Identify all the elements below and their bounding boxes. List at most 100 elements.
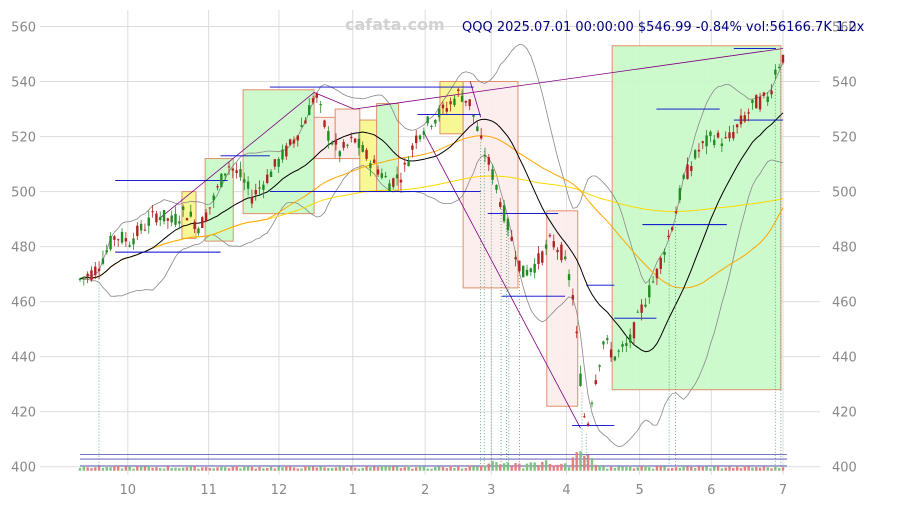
volume-bar [189, 466, 192, 471]
candle-body [655, 268, 659, 279]
candle-body [415, 135, 418, 144]
candle-body [128, 245, 131, 247]
candle-body [479, 135, 483, 139]
y-tick-label-left: 480 [11, 241, 36, 256]
header-info: QQQ 2025.07.01 00:00:00 $546.99 -0.84% v… [462, 20, 865, 35]
volume-bar [575, 452, 578, 471]
volume-bar [151, 467, 154, 471]
candle-body [648, 285, 651, 298]
candle-body [590, 402, 594, 404]
candle-body [117, 239, 120, 241]
volume-bar [648, 467, 651, 471]
volume-bar [464, 468, 468, 471]
candle-body [735, 124, 739, 128]
volume-bar [701, 466, 704, 471]
volume-bar [495, 462, 498, 471]
candle-body [437, 108, 441, 118]
volume-bar [766, 467, 769, 471]
x-tick-label: 5 [635, 483, 643, 498]
candle-body [399, 179, 403, 183]
candle-body [250, 197, 254, 204]
volume-bar [659, 466, 662, 471]
volume-bar [762, 466, 766, 471]
volume-bar [365, 466, 368, 471]
volume-bar [476, 466, 479, 471]
candle-body [506, 218, 510, 231]
volume-bar [491, 461, 494, 471]
volume-bar [407, 465, 410, 471]
candle-body [315, 93, 319, 98]
candle-body [376, 169, 380, 175]
volume-bar [716, 466, 720, 471]
volume-bar [690, 466, 693, 471]
volume-bar [120, 468, 124, 471]
candle-body [208, 207, 212, 209]
volume-bar [300, 468, 303, 471]
volume-bar [674, 467, 678, 471]
volume-bar [774, 466, 777, 471]
y-tick-label-right: 520 [832, 131, 857, 146]
volume-bar [606, 468, 609, 471]
ma-mid-line [79, 135, 784, 289]
volume-bar [147, 465, 150, 471]
volume-bar [720, 468, 724, 471]
candle-body [724, 137, 727, 139]
volume-bar [747, 466, 750, 471]
volume-bar [567, 467, 571, 471]
volume-bar [617, 466, 620, 471]
volume-bar [602, 466, 605, 471]
candle-body [762, 92, 766, 96]
volume-bar [770, 468, 773, 471]
volume-bar [625, 467, 628, 471]
volume-bar [139, 466, 143, 471]
candle-body [602, 341, 605, 345]
volume-bar [246, 466, 250, 471]
volume-bar [430, 468, 433, 471]
volume-bar [243, 466, 246, 471]
candle-body [571, 295, 575, 300]
candle-body [518, 260, 521, 272]
candle-body [178, 221, 181, 224]
volume-bar [621, 466, 624, 471]
watermark: cafata.com [345, 15, 445, 34]
candle-body [235, 170, 238, 173]
candle-body [449, 101, 452, 105]
candle-body [82, 277, 86, 279]
volume-bar [518, 463, 521, 471]
volume-bar [254, 468, 257, 471]
candle-body [350, 136, 353, 139]
volume-bar [735, 466, 739, 471]
candle-body [361, 145, 364, 152]
candle-body [147, 217, 150, 226]
candle-body [541, 251, 544, 263]
candle-body [476, 126, 479, 131]
volume-bar [376, 467, 380, 471]
candle-body [231, 168, 235, 171]
levels-layer [115, 48, 783, 426]
candle-body [201, 217, 204, 228]
volume-bar [304, 465, 307, 471]
volume-bar [705, 466, 708, 471]
volume-bar [308, 466, 311, 471]
volume-bar [728, 466, 731, 471]
candle-body [636, 311, 640, 313]
volume-bar [94, 467, 97, 471]
candle-body [143, 229, 147, 231]
volume-bar [227, 468, 231, 471]
volume-bar [487, 463, 491, 471]
candle-body [575, 331, 578, 334]
candle-body [732, 131, 735, 139]
y-tick-label-left: 440 [11, 351, 36, 366]
volume-bar [483, 465, 487, 471]
candle-body [739, 115, 743, 125]
trendline [422, 130, 581, 429]
volume-bar [250, 466, 254, 471]
candle-body [514, 257, 517, 260]
volume-bar [499, 464, 502, 471]
candle-body [499, 202, 502, 207]
volume-bar [667, 468, 670, 471]
volume-bar [529, 462, 533, 471]
candle-body [755, 95, 758, 109]
candle-body [97, 268, 101, 271]
volume-bar [380, 465, 384, 471]
